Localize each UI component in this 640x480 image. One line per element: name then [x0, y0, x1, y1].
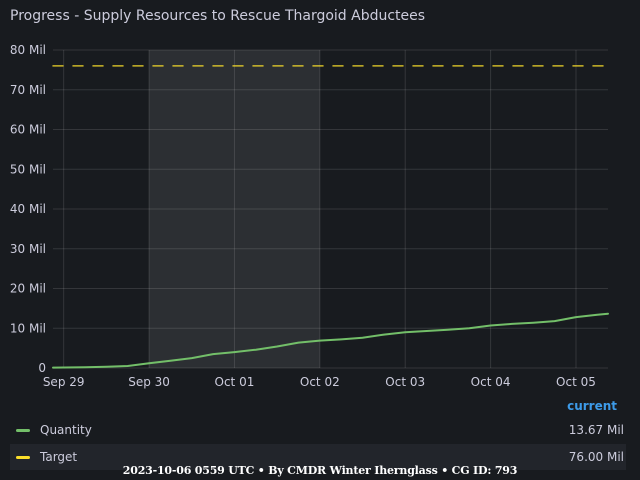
attribution-footer: 2023-10-06 0559 UTC • By CMDR Winter Ihe…	[122, 464, 518, 477]
x-tick-label: Oct 05	[556, 375, 596, 389]
x-tick-label: Sep 29	[43, 375, 85, 389]
line-chart[interactable]: 0 10 Mil 20 Mil 30 Mil 40 Mil 50 Mil 60 Mil 70 …	[0, 0, 640, 400]
legend-series-name: Quantity	[40, 423, 92, 437]
x-tick-label: Oct 02	[300, 375, 340, 389]
x-axis: Sep 29 Sep 30 Oct 01 Oct 02 Oct 03 Oct 04 Oct …	[43, 375, 596, 389]
panel-title: Progress - Supply Resources to Rescue Th…	[10, 8, 426, 24]
y-tick-label: 0	[38, 361, 46, 375]
series-layer	[52, 65, 609, 369]
y-tick-label: 70 Mil	[10, 83, 46, 97]
grid-layer	[53, 49, 608, 369]
y-tick-label: 40 Mil	[10, 202, 46, 216]
y-axis: 0 10 Mil 20 Mil 30 Mil 40 Mil 50 Mil 60 Mil 70 …	[10, 43, 46, 375]
x-tick-label: Oct 01	[215, 375, 255, 389]
series-color-swatch	[16, 456, 30, 459]
highlight-band	[149, 50, 320, 368]
y-tick-label: 30 Mil	[10, 242, 46, 256]
legend-series-name: Target	[40, 450, 78, 464]
legend-column-header[interactable]: current	[567, 399, 617, 413]
legend-current-value: 13.67 Mil	[568, 423, 624, 437]
x-tick-label: Sep 30	[128, 375, 170, 389]
y-tick-label: 20 Mil	[10, 282, 46, 296]
highlight-layer	[149, 50, 320, 368]
y-tick-label: 60 Mil	[10, 123, 46, 137]
series-line-quantity[interactable]	[52, 312, 609, 369]
x-tick-label: Oct 04	[471, 375, 511, 389]
legend-item-quantity[interactable]: Quantity 13.67 Mil	[10, 417, 626, 443]
y-tick-label: 50 Mil	[10, 162, 46, 176]
legend-item-target[interactable]: Target 76.00 Mil	[10, 444, 626, 470]
legend-current-value: 76.00 Mil	[568, 450, 624, 464]
series-color-swatch	[16, 429, 30, 432]
y-tick-label: 10 Mil	[10, 321, 46, 335]
x-tick-label: Oct 03	[385, 375, 425, 389]
y-tick-label: 80 Mil	[10, 43, 46, 57]
